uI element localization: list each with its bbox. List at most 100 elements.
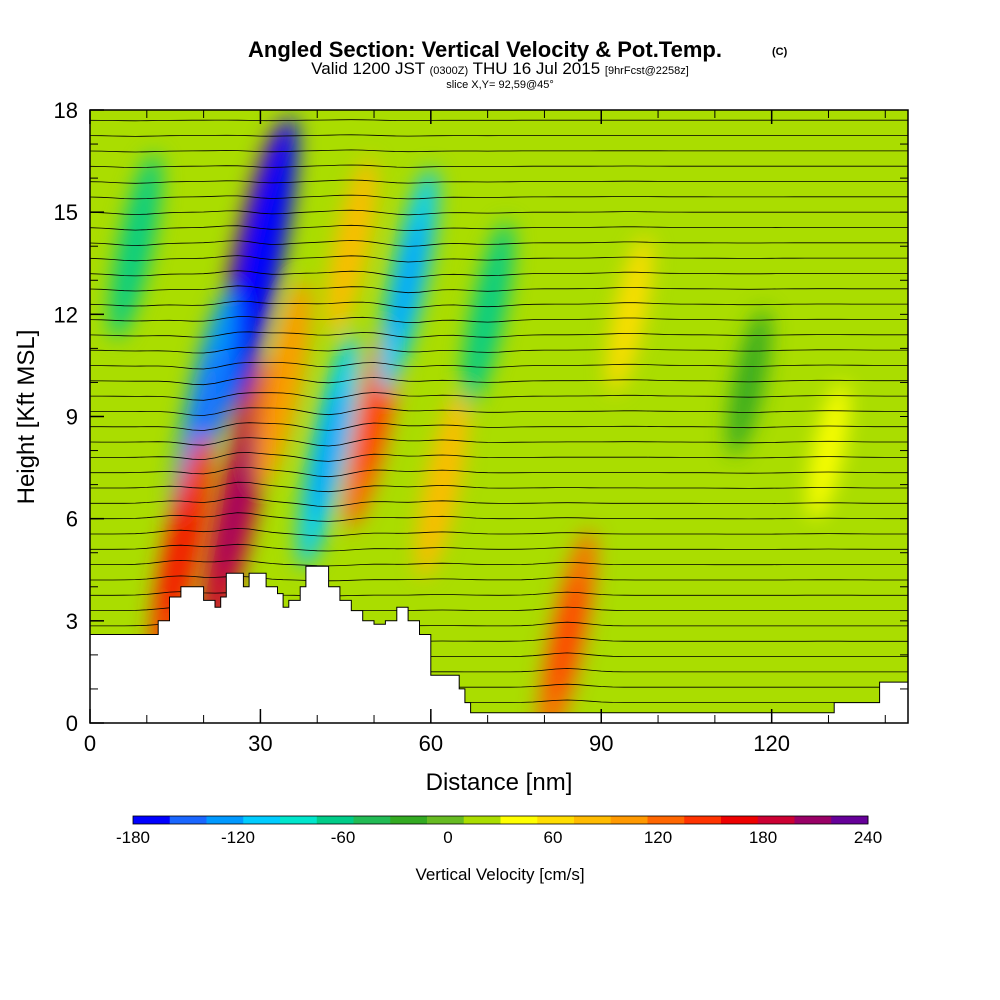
colorbar-segment [684, 816, 722, 824]
isentrope-line [90, 559, 908, 567]
velocity-feature [255, 279, 311, 486]
subtitle-forecast: [9hrFcst@2258z] [605, 65, 689, 77]
colorbar-segment [463, 816, 501, 824]
colorbar-segment [316, 816, 354, 824]
colorbar-segment [500, 816, 538, 824]
isentrope-line [90, 270, 908, 278]
colorbar-segment [280, 816, 318, 824]
colorbar-segment [794, 816, 832, 824]
colorbar-segment [721, 816, 759, 824]
subtitle-utc: (0300Z) [430, 65, 469, 77]
terrain-profile [90, 565, 908, 723]
x-tick-label: 60 [419, 731, 443, 756]
colorbar-tick-label: -60 [331, 828, 356, 847]
y-tick-label: 0 [66, 711, 78, 736]
velocity-feature [416, 391, 468, 578]
isentrope-line [90, 376, 908, 386]
y-tick-label: 6 [66, 507, 78, 532]
isentrope-line [90, 179, 908, 184]
isentrope-line [90, 209, 908, 216]
colorbar-segment [574, 816, 612, 824]
velocity-core [164, 488, 197, 618]
colorbar [132, 815, 869, 825]
chart-subtitle: Valid 1200 JST (0300Z) THU 16 Jul 2015 [… [311, 59, 689, 78]
colorbar-tick-label: 0 [443, 828, 452, 847]
x-axis-ticks: 0 30 60 90 120 [84, 110, 886, 756]
colorbar-title: Vertical Velocity [cm/s] [415, 865, 584, 884]
colorbar-frame [132, 815, 869, 825]
colorbar-segment [610, 816, 648, 824]
chart-title-unit: (C) [772, 46, 788, 58]
velocity-feature [326, 158, 376, 335]
y-tick-label: 12 [54, 302, 78, 327]
velocity-feature [807, 382, 849, 520]
isentrope-line [90, 346, 908, 354]
velocity-core [240, 182, 280, 344]
slice-label: slice X,Y= 92,59@45° [446, 79, 554, 91]
isentrope-line [90, 105, 908, 106]
velocity-feature [109, 153, 162, 340]
isentrope-line [90, 149, 908, 153]
colorbar-tick-label: 60 [544, 828, 563, 847]
y-tick-label: 3 [66, 609, 78, 634]
chart-titles: Angled Section: Vertical Velocity & Pot.… [248, 37, 788, 91]
x-tick-label: 120 [753, 731, 790, 756]
isentrope-line [90, 422, 908, 431]
colorbar-segment [757, 816, 795, 824]
isentrope-line [90, 407, 908, 416]
subtitle-valid: Valid 1200 JST [311, 59, 425, 78]
colorbar-segment [169, 816, 207, 824]
colorbar-tick-label: 240 [854, 828, 882, 847]
velocity-feature [727, 309, 771, 456]
colorbar-ticks: -180 -120 -60 0 60 120 180 240 [116, 828, 882, 847]
colorbar-segment [537, 816, 575, 824]
colorbar-segment [206, 816, 244, 824]
isentrope-line [90, 437, 908, 447]
y-axis-ticks: 0 3 6 9 12 15 18 [54, 98, 908, 736]
isentrope-line [90, 255, 908, 263]
subtitle-date: THU 16 Jul 2015 [473, 59, 601, 78]
velocity-feature [461, 221, 514, 408]
chart-title: Angled Section: Vertical Velocity & Pot.… [248, 37, 722, 62]
x-tick-label: 0 [84, 731, 96, 756]
colorbar-tick-label: -180 [116, 828, 150, 847]
velocity-core [218, 423, 257, 580]
isentrope-line [90, 467, 908, 478]
colorbar-segment [133, 816, 171, 824]
colorbar-segment [647, 816, 685, 824]
isentrope-line [90, 194, 908, 200]
colorbar-segment [390, 816, 428, 824]
x-tick-label: 90 [589, 731, 613, 756]
isentrope-line [90, 316, 908, 324]
isentrope-line [90, 361, 908, 370]
isentrope-line [90, 300, 908, 309]
y-tick-label: 9 [66, 405, 78, 430]
isentrope-line [90, 496, 908, 508]
plot-area [90, 105, 908, 723]
colorbar-tick-label: 120 [644, 828, 672, 847]
colorbar-segment [353, 816, 391, 824]
isentrope-line [90, 240, 908, 247]
x-tick-label: 30 [248, 731, 272, 756]
isentrope-line [90, 527, 908, 537]
x-axis-label: Distance [nm] [426, 769, 573, 796]
velocity-core [312, 385, 345, 516]
isentrope-line [90, 512, 908, 522]
velocity-feature [607, 236, 653, 393]
colorbar-segment [243, 816, 281, 824]
colorbar-segment [427, 816, 465, 824]
colorbar-tick-label: -120 [221, 828, 255, 847]
isentrope-line [90, 452, 908, 462]
isentrope-line [90, 134, 908, 137]
y-tick-label: 18 [54, 98, 78, 123]
isentrope-line [90, 543, 908, 552]
isentrope-line [90, 224, 908, 232]
y-axis-label: Height [Kft MSL] [13, 330, 40, 505]
colorbar-segment [831, 816, 869, 824]
colorbar-tick-label: 180 [749, 828, 777, 847]
isentrope-line [90, 481, 908, 493]
isentrope-line [90, 331, 908, 338]
isentrope-line [90, 164, 908, 169]
velocity-core [392, 218, 424, 343]
